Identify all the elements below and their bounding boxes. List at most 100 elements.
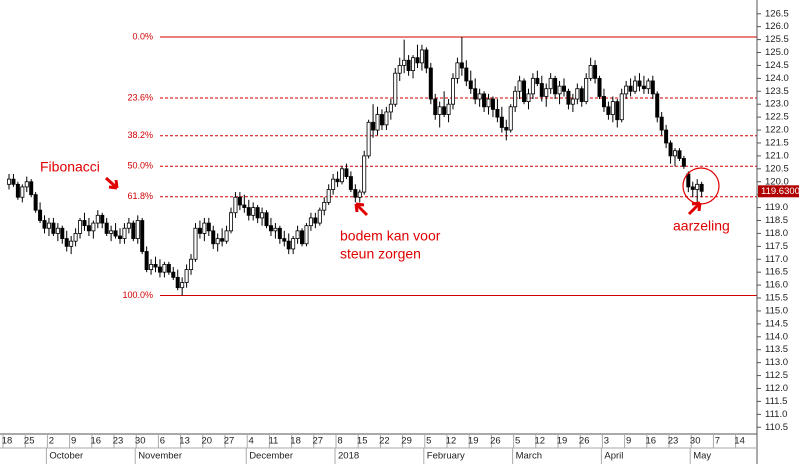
y-tick-label: 115.0 [765, 305, 788, 316]
candle-body [255, 207, 260, 219]
candle-body [522, 80, 527, 103]
candle-body [166, 264, 171, 273]
x-tick-label: 15 [357, 436, 368, 447]
x-tick-label: 12 [535, 436, 546, 447]
y-tick-label: 122.0 [765, 125, 789, 136]
y-tick-label: 112.5 [765, 370, 788, 381]
candle-body [206, 222, 211, 232]
candle-body [668, 142, 673, 157]
x-tick-label: 4 [249, 436, 254, 447]
fib-label: 50.0% [127, 161, 153, 171]
candle-body [233, 196, 238, 214]
highlight-circle [682, 167, 720, 205]
candle-body [566, 90, 571, 105]
candle-body [282, 238, 287, 242]
candle-body [526, 93, 531, 103]
candle-body [237, 196, 242, 206]
candle-body [7, 178, 12, 185]
candle-body [126, 222, 131, 229]
x-tick-label: 6 [160, 436, 165, 447]
y-tick-label: 123.5 [765, 86, 789, 97]
x-tick-label: 5 [515, 436, 520, 447]
candle-body [95, 214, 100, 224]
candle-body [180, 282, 185, 289]
candle-body [109, 230, 114, 234]
candle-body [459, 62, 464, 69]
candle-body [575, 88, 580, 100]
month-label: October [49, 451, 83, 462]
candle-body [499, 116, 504, 128]
y-tick-label: 120.5 [765, 163, 789, 174]
candle-body [402, 59, 407, 66]
candle-body [490, 98, 495, 110]
y-tick-label: 125.5 [765, 34, 789, 45]
candle-body [437, 106, 442, 115]
candle-body [100, 214, 105, 224]
last-price-box [758, 185, 799, 198]
x-tick-label: 26 [490, 436, 501, 447]
month-label: 2018 [338, 451, 359, 462]
candle-body [344, 168, 349, 177]
annotation: bodem kan voor [340, 228, 441, 244]
candle-body [33, 194, 38, 211]
plot-area: 0.0% 23.6% 38.2% 50.0% 61.8% 100.0% [7, 31, 757, 300]
x-tick-label: 3 [604, 436, 609, 447]
candle-body [69, 240, 74, 247]
month-label: February [427, 451, 465, 462]
x-tick-label: 23 [113, 436, 124, 447]
y-tick-label: 123.0 [765, 99, 789, 110]
fib-label: 100.0% [122, 290, 153, 300]
candle-body [184, 269, 189, 283]
annotation: Fibonacci [40, 159, 100, 175]
candle-body [149, 264, 154, 271]
candle-body [664, 129, 669, 144]
candle-body [593, 65, 598, 79]
x-tick-label: 9 [71, 436, 76, 447]
x-tick-label: 7 [715, 436, 720, 447]
candle-body [264, 212, 269, 227]
x-tick-label: 14 [734, 436, 745, 447]
y-tick-label: 125.0 [765, 47, 789, 58]
fib-label: 0.0% [132, 31, 153, 41]
candle-body [211, 230, 216, 245]
y-tick-label: 112.0 [765, 383, 788, 394]
candle-body [646, 80, 651, 90]
candle-body [304, 225, 309, 245]
candle-body [197, 227, 202, 234]
candle-body [348, 176, 353, 190]
candle-body [291, 238, 296, 250]
candle-body [477, 93, 482, 100]
candle-body [513, 90, 518, 108]
candle-body [446, 103, 451, 115]
candle-body [606, 106, 611, 115]
y-tick-label: 124.0 [765, 73, 789, 84]
candle-body [73, 233, 78, 242]
candle-body [51, 222, 56, 234]
candle-body [131, 222, 136, 239]
x-tick-label: 9 [626, 436, 631, 447]
x-tick-label: 18 [290, 436, 301, 447]
candle-body [486, 98, 491, 108]
candle-body [588, 65, 593, 79]
candle-body [331, 178, 336, 190]
candle-body [464, 67, 469, 82]
candle-body [64, 238, 69, 247]
candle-body [104, 222, 109, 234]
x-tick-label: 16 [91, 436, 102, 447]
y-tick-label: 124.5 [765, 60, 789, 71]
x-tick-label: 20 [202, 436, 213, 447]
candle-body [11, 178, 16, 185]
candle-body [379, 114, 384, 126]
y-tick-label: 110.5 [765, 422, 788, 433]
candle-body [695, 183, 700, 190]
candle-body [548, 77, 553, 90]
x-tick-label: 16 [646, 436, 657, 447]
candle-body [579, 88, 584, 103]
candle-body [251, 207, 256, 216]
x-tick-label: 11 [268, 436, 278, 447]
candle-body [615, 101, 620, 121]
y-tick-label: 111.0 [765, 409, 787, 420]
candle-body [268, 225, 273, 232]
candle-body [619, 93, 624, 121]
candle-body [317, 209, 322, 224]
